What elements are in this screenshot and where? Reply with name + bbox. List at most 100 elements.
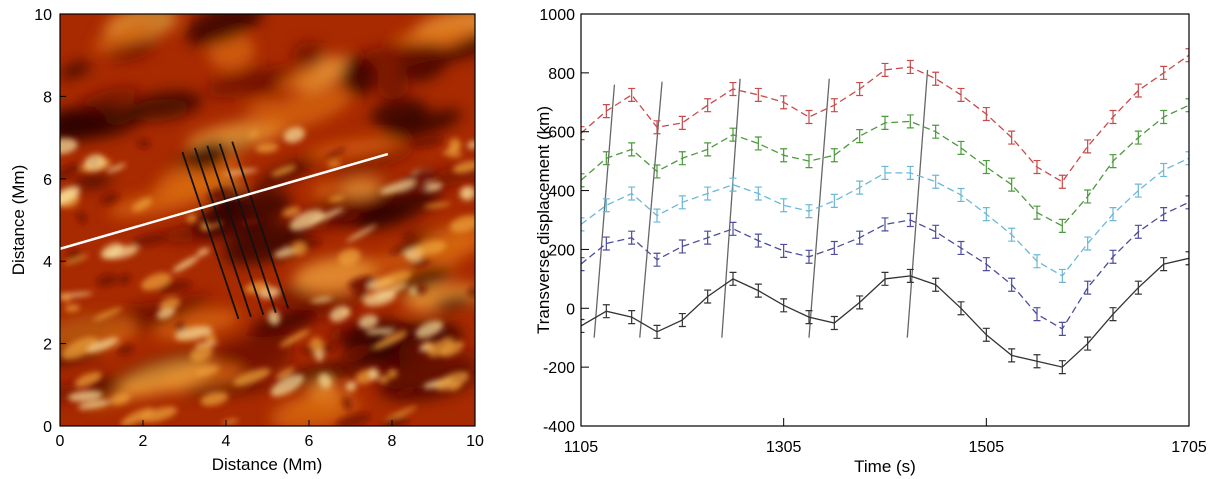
line-chart-error-bar xyxy=(982,327,990,342)
heatmap-texture-spot xyxy=(172,255,200,273)
heatmap-x-tick-label: 10 xyxy=(466,433,484,450)
line-chart-phase-line xyxy=(721,78,741,338)
heatmap-texture-spot xyxy=(403,233,415,241)
line-chart-error-bar xyxy=(602,198,610,213)
line-chart-series-5 xyxy=(581,251,1189,375)
line-chart-error-bar xyxy=(1109,207,1117,222)
line-chart-error-bar xyxy=(1185,251,1189,266)
heatmap-y-ticks: 0 2 4 6 8 10 xyxy=(34,7,66,436)
line-chart-error-bar xyxy=(1033,307,1041,322)
line-chart-error-bar xyxy=(805,204,813,219)
line-chart-error-bar xyxy=(932,174,940,189)
line-chart-error-bar xyxy=(678,151,686,166)
heatmap-texture-spot xyxy=(159,297,181,311)
heatmap-texture-spot xyxy=(255,143,279,153)
heatmap-texture-spot xyxy=(190,344,213,362)
line-chart-error-bar xyxy=(1008,348,1016,363)
line-chart-error-bar xyxy=(1185,195,1189,210)
heatmap-texture-blob xyxy=(339,59,378,96)
heatmap-texture-blob xyxy=(249,309,317,337)
heatmap-texture-spot xyxy=(60,163,80,180)
line-chart-error-bar xyxy=(1008,227,1016,242)
line-chart-error-bar xyxy=(653,208,661,223)
heatmap-texture-spot xyxy=(365,327,394,335)
heatmap-texture-spot xyxy=(328,195,345,202)
line-chart-error-bar xyxy=(906,165,914,180)
heatmap-texture-spot xyxy=(206,188,233,201)
heatmap-texture-spot xyxy=(318,373,332,389)
heatmap-texture-spot xyxy=(327,160,341,168)
line-chart-error-bar xyxy=(678,312,686,328)
line-chart-error-bar xyxy=(1134,183,1142,198)
line-chart-x-tick-label: 1105 xyxy=(564,439,599,456)
line-chart-error-bar xyxy=(1134,224,1142,239)
heatmap-texture-spot xyxy=(132,197,153,212)
line-chart-y-tick-label: -400 xyxy=(543,419,575,436)
line-chart-error-bar xyxy=(805,154,813,169)
heatmap-texture-blob xyxy=(394,23,475,49)
line-chart-error-bar xyxy=(602,304,610,319)
line-chart-error-bar xyxy=(881,271,889,286)
line-chart-error-bar xyxy=(704,142,712,157)
line-chart-error-bar xyxy=(704,230,712,245)
heatmap-texture-spot xyxy=(275,367,295,380)
heatmap-texture-blob xyxy=(292,41,324,70)
line-chart-error-bar xyxy=(805,109,813,125)
heatmap-texture-spot xyxy=(368,367,380,380)
heatmap-texture-spot xyxy=(412,167,437,183)
line-chart-error-bar xyxy=(678,239,686,254)
line-chart-error-bar xyxy=(780,298,788,313)
heatmap-slit-line xyxy=(218,143,277,313)
heatmap-texture-spot xyxy=(372,331,407,350)
line-chart-error-bar xyxy=(1058,174,1066,189)
line-chart-y-label: Transverse displacement (km) xyxy=(534,106,553,334)
line-chart-error-bar xyxy=(704,289,712,304)
heatmap-texture-spot xyxy=(467,141,475,149)
line-chart-error-bar xyxy=(729,127,737,142)
line-chart-error-bar xyxy=(729,271,737,286)
heatmap-texture-spot xyxy=(76,211,87,225)
line-chart-error-bar xyxy=(830,315,838,331)
heatmap-texture-blob xyxy=(311,182,342,198)
line-chart-error-bar xyxy=(780,198,788,213)
heatmap-texture-blob xyxy=(275,71,319,90)
heatmap-texture-spot xyxy=(374,270,412,288)
line-chart-error-bar xyxy=(581,257,585,272)
heatmap-texture-blob xyxy=(118,302,170,322)
heatmap-texture-spot xyxy=(84,154,106,171)
line-chart-y-ticks: -400 -200 0 200 400 600 800 1000 xyxy=(539,7,589,436)
line-chart-error-bar xyxy=(581,173,585,188)
line-chart-error-bar xyxy=(678,115,686,130)
line-chart-error-bar xyxy=(906,59,914,75)
line-chart-error-bar xyxy=(581,318,585,334)
heatmap-y-tick-label: 10 xyxy=(34,7,52,24)
heatmap-texture-spot xyxy=(186,214,197,223)
line-chart-error-bar xyxy=(957,240,965,256)
line-chart-error-bar xyxy=(957,301,965,316)
line-chart-frame xyxy=(580,13,1190,427)
line-chart-error-bar xyxy=(1185,151,1189,166)
heatmap-texture-spot xyxy=(116,344,135,356)
heatmap-texture-spot xyxy=(141,272,172,291)
line-chart-phase-line xyxy=(906,69,929,338)
heatmap-texture-spot xyxy=(427,338,454,357)
line-chart-error-bar xyxy=(581,217,585,232)
heatmap-texture-blob xyxy=(270,391,359,426)
heatmap-texture-sharp xyxy=(60,127,475,426)
heatmap-texture-spot xyxy=(336,412,371,426)
heatmap-x-tick-label: 6 xyxy=(305,433,314,450)
line-chart-error-bar xyxy=(653,252,661,267)
line-chart-error-bar xyxy=(830,148,838,163)
heatmap-texture-blob xyxy=(211,332,297,362)
heatmap-texture-spot xyxy=(345,381,357,392)
heatmap-texture-blob xyxy=(117,358,213,397)
heatmap-texture-spot xyxy=(342,396,353,411)
heatmap-texture-spot xyxy=(247,130,259,138)
line-chart-error-bar xyxy=(830,98,838,113)
line-chart-error-bar xyxy=(856,129,864,144)
heatmap-texture-spot xyxy=(443,331,456,341)
heatmap-texture-spot xyxy=(424,342,434,353)
heatmap-texture-spot xyxy=(106,163,126,173)
heatmap-texture-blob xyxy=(307,137,404,158)
line-chart-error-bar xyxy=(653,164,661,179)
